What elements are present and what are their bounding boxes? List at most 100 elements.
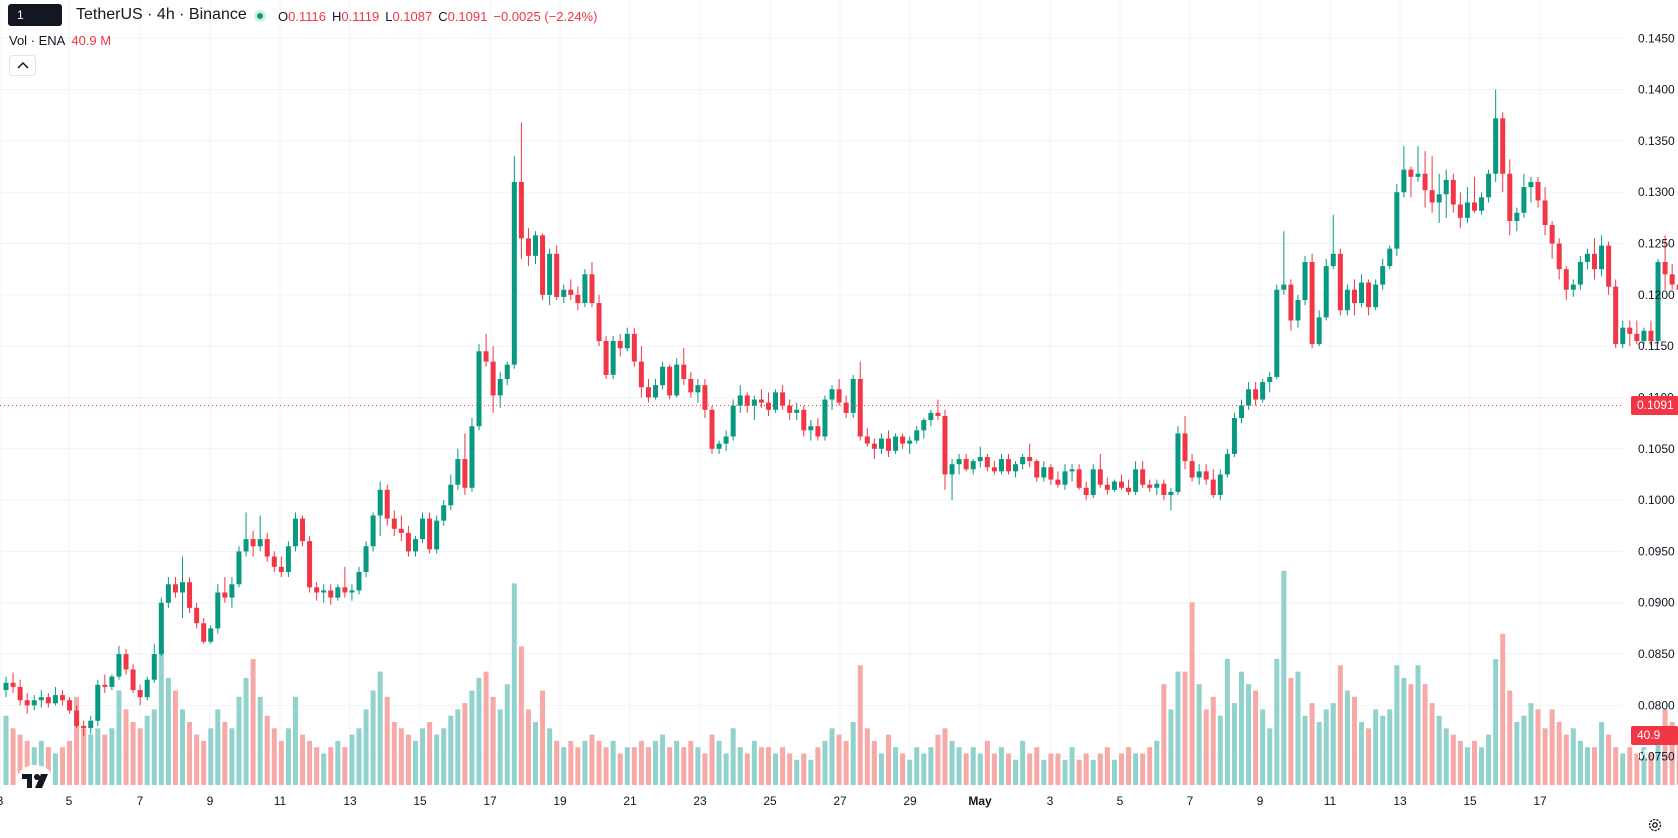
volume-bar (1281, 571, 1286, 785)
candle-body (1613, 287, 1618, 344)
candle-body (992, 467, 997, 471)
tradingview-logo-icon[interactable] (17, 765, 53, 795)
candle-body (208, 628, 213, 641)
candle-body (1183, 433, 1188, 461)
volume-bar (1197, 684, 1202, 785)
candle-body (1599, 246, 1604, 270)
candle-body (1253, 389, 1258, 399)
volume-bar (547, 728, 552, 785)
volume-bar (102, 735, 107, 785)
volume-bar (1077, 760, 1082, 785)
volume-bar (1543, 728, 1548, 785)
volume-bar (738, 747, 743, 785)
volume-bar (752, 741, 757, 785)
candle-body (1380, 266, 1385, 284)
market-status-icon[interactable] (254, 10, 266, 22)
time-tick-label: 25 (763, 794, 777, 808)
candle-body (1063, 471, 1068, 484)
candle-body (568, 290, 573, 295)
candle-body (738, 395, 743, 405)
volume-bar (1147, 747, 1152, 785)
candle-body (81, 726, 86, 728)
candle-body (102, 685, 107, 687)
time-tick-label: 13 (1393, 794, 1407, 808)
volume-bar (208, 728, 213, 785)
candle-body (1013, 464, 1018, 471)
candle-body (1423, 174, 1428, 190)
time-axis[interactable]: 357911131517192123252729May357911131517 (0, 794, 1547, 808)
volume-bar (935, 735, 940, 785)
volume-bar (279, 741, 284, 785)
candle-body (1274, 290, 1279, 377)
candle-body (1140, 469, 1145, 484)
volume-bar (484, 672, 489, 785)
symbol-title[interactable]: TetherUS · 4h · Binance (76, 6, 247, 24)
candle-body (236, 551, 241, 584)
candle-body (957, 459, 962, 464)
candle-body (837, 389, 842, 402)
candle-body (731, 406, 736, 437)
volume-bar (1211, 697, 1216, 785)
candle-body (935, 413, 940, 416)
volume-bar (321, 754, 326, 786)
high-label: H (332, 9, 341, 24)
last-price-label: 0.1091 (1631, 396, 1678, 415)
volume-bar (766, 747, 771, 785)
volume-bar (710, 735, 715, 785)
volume-bar (759, 747, 764, 785)
candle-body (1557, 244, 1562, 270)
volume-bar (1091, 760, 1096, 785)
candle-body (554, 254, 559, 297)
volume-bar (1550, 709, 1555, 785)
candle-body (25, 700, 30, 705)
candle-body (293, 519, 298, 547)
candle-body (1394, 192, 1399, 248)
candle-body (357, 572, 362, 590)
volume-bar (236, 697, 241, 785)
open-label: O (278, 9, 288, 24)
candle-body (1444, 180, 1449, 194)
candle-body (1465, 202, 1470, 217)
volume-bar (653, 741, 658, 785)
candle-body (1359, 283, 1364, 304)
volume-bar (371, 691, 376, 786)
candle-body (1585, 254, 1590, 262)
volume-bar (1338, 665, 1343, 785)
candle-body (1246, 389, 1251, 405)
collapse-legend-button[interactable] (9, 55, 36, 76)
candle-body (688, 379, 693, 392)
candle-body (1338, 254, 1343, 310)
time-tick-label: 17 (1533, 794, 1547, 808)
candle-body (1366, 283, 1371, 308)
volume-bar (1627, 747, 1632, 785)
candle-body (95, 685, 100, 721)
candle-body (385, 490, 390, 519)
volume-bar (1465, 747, 1470, 785)
price-tick-label: 0.0800 (1638, 698, 1675, 712)
time-tick-label: 19 (553, 794, 567, 808)
candle-body (519, 182, 524, 238)
candle-body (971, 461, 976, 469)
candle-body (512, 182, 517, 365)
candle-body (1401, 170, 1406, 193)
volume-bar (81, 728, 86, 785)
candle-body (1084, 488, 1089, 495)
candle-body (109, 677, 114, 687)
candle-body (639, 362, 644, 388)
candle-body (540, 235, 545, 295)
candle-body (872, 444, 877, 449)
volume-bar (837, 735, 842, 785)
volume-bar (1564, 735, 1569, 785)
volume-bar (194, 735, 199, 785)
volume-bar (1260, 709, 1265, 785)
volume-bar (1394, 665, 1399, 785)
volume-bar (1373, 709, 1378, 785)
volume-bar (166, 678, 171, 785)
candle-body (921, 420, 926, 430)
candle-body (4, 683, 9, 690)
candle-body (1232, 418, 1237, 454)
candle-body (413, 539, 418, 551)
volume-bar (60, 747, 65, 785)
